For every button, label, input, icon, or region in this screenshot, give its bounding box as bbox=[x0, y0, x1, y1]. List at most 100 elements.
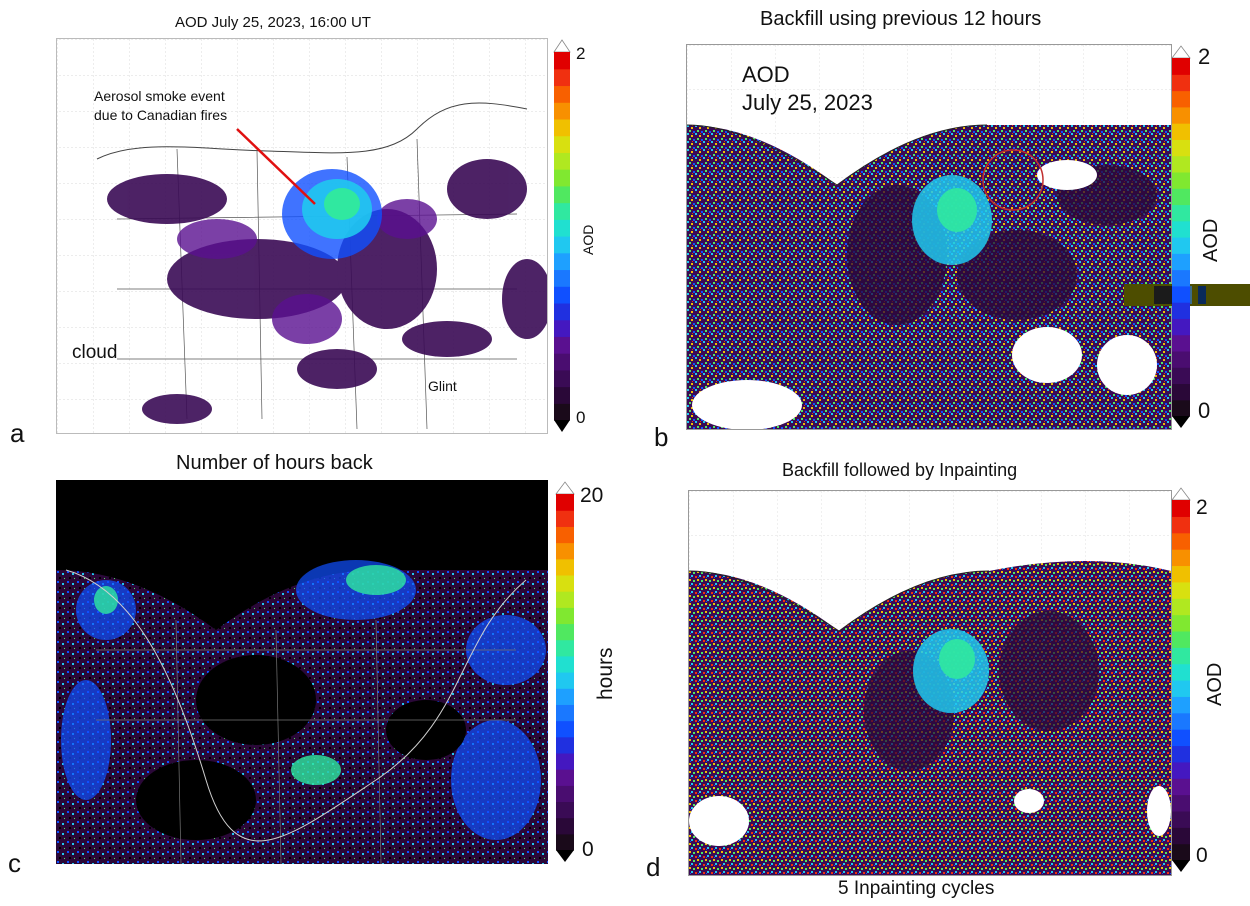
colorbar-step bbox=[556, 607, 574, 625]
colorbar-step bbox=[556, 785, 574, 803]
panel-c-colorbar-max: 20 bbox=[580, 484, 604, 507]
panel-b-colorbar-label: AOD bbox=[1200, 218, 1222, 262]
panel-b-map-graphic bbox=[687, 45, 1171, 429]
colorbar-step bbox=[1172, 745, 1190, 763]
colorbar-step bbox=[1172, 843, 1190, 861]
colorbar-step bbox=[554, 185, 570, 204]
panel-d-colorbar-label: AOD bbox=[1204, 662, 1226, 706]
colorbar-step bbox=[1172, 58, 1190, 75]
colorbar-step bbox=[1172, 334, 1190, 352]
colorbar-step bbox=[556, 510, 574, 527]
colorbar-step bbox=[1172, 647, 1190, 665]
panel-a-cloud-label: cloud bbox=[72, 342, 118, 363]
panel-c-letter: c bbox=[8, 848, 21, 878]
colorbar-step bbox=[554, 286, 570, 304]
colorbar-step bbox=[556, 591, 574, 608]
colorbar-step bbox=[1172, 581, 1190, 599]
colorbar-bottom-arrow bbox=[556, 850, 574, 862]
colorbar-step bbox=[554, 135, 570, 153]
colorbar-step bbox=[556, 542, 574, 560]
colorbar-step bbox=[556, 704, 574, 722]
colorbar-step bbox=[1172, 598, 1190, 616]
panel-a-colorbar-max: 2 bbox=[576, 44, 586, 63]
colorbar-step bbox=[1172, 171, 1190, 189]
colorbar-step bbox=[1172, 516, 1190, 534]
panel-b-colorbar-graphic bbox=[1171, 45, 1191, 428]
colorbar-step bbox=[1172, 318, 1190, 336]
colorbar-step bbox=[556, 494, 574, 511]
colorbar-step bbox=[1172, 761, 1190, 779]
colorbar-step bbox=[554, 369, 570, 388]
colorbar-step bbox=[1172, 188, 1190, 206]
colorbar-step bbox=[1172, 123, 1190, 140]
colorbar-step bbox=[1172, 350, 1190, 368]
panel-c-colorbar bbox=[555, 481, 575, 862]
panel-d-map-graphic bbox=[689, 491, 1171, 875]
panel-c-map bbox=[56, 480, 548, 864]
colorbar-step bbox=[554, 68, 570, 87]
panel-a-map-graphic bbox=[57, 39, 547, 433]
colorbar-step bbox=[1172, 253, 1190, 271]
colorbar-step bbox=[554, 202, 570, 220]
colorbar-step bbox=[1172, 532, 1190, 550]
colorbar-step bbox=[556, 526, 574, 544]
colorbar-step bbox=[1172, 729, 1190, 747]
colorbar-step bbox=[1172, 500, 1190, 517]
colorbar-step bbox=[1172, 399, 1190, 417]
colorbar-step bbox=[556, 558, 574, 576]
colorbar-step bbox=[556, 688, 574, 705]
colorbar-top-arrow bbox=[1171, 487, 1191, 501]
colorbar-step bbox=[556, 574, 574, 592]
colorbar-step bbox=[1172, 269, 1190, 287]
colorbar-step bbox=[554, 252, 570, 271]
colorbar-step bbox=[1172, 220, 1190, 238]
panel-d-colorbar-max: 2 bbox=[1196, 496, 1208, 519]
panel-d-colorbar bbox=[1171, 487, 1191, 872]
panel-d-map bbox=[688, 490, 1172, 876]
colorbar-step bbox=[554, 386, 570, 404]
colorbar-step bbox=[1172, 367, 1190, 385]
colorbar-step bbox=[1172, 139, 1190, 157]
colorbar-bottom-arrow bbox=[1172, 860, 1190, 872]
colorbar-step bbox=[556, 623, 574, 641]
panel-b-letter: b bbox=[654, 422, 669, 452]
panel-a-colorbar-graphic bbox=[553, 39, 571, 432]
colorbar-step bbox=[1172, 565, 1190, 583]
colorbar-step bbox=[1172, 106, 1190, 124]
colorbar-step bbox=[1172, 680, 1190, 697]
panel-c-colorbar-graphic bbox=[555, 481, 575, 862]
panel-b-inset-line1: AOD bbox=[742, 62, 790, 87]
panel-c-colorbar-min: 0 bbox=[582, 838, 594, 861]
panel-a-annotation-line2: due to Canadian fires bbox=[94, 107, 228, 123]
colorbar-step bbox=[1172, 204, 1190, 222]
panel-d-colorbar-graphic bbox=[1171, 487, 1191, 872]
panel-a-title: AOD July 25, 2023, 16:00 UT bbox=[175, 14, 371, 31]
colorbar-bottom-arrow bbox=[1172, 416, 1190, 428]
panel-b-title: Backfill using previous 12 hours bbox=[760, 8, 1042, 30]
colorbar-top-arrow bbox=[555, 481, 575, 495]
colorbar-step bbox=[1172, 155, 1190, 173]
panel-b-map bbox=[686, 44, 1172, 430]
colorbar-step bbox=[556, 752, 574, 770]
panel-a-colorbar-label: AOD bbox=[580, 224, 596, 255]
panel-d-letter: d bbox=[646, 852, 661, 882]
colorbar-step bbox=[554, 269, 570, 287]
colorbar-step bbox=[1172, 383, 1190, 401]
colorbar-step bbox=[554, 152, 570, 170]
colorbar-step bbox=[556, 736, 574, 754]
colorbar-step bbox=[556, 639, 574, 657]
colorbar-step bbox=[556, 817, 574, 835]
colorbar-step bbox=[1172, 810, 1190, 828]
panel-c-colorbar-label: hours bbox=[594, 647, 617, 700]
panel-a-map bbox=[56, 38, 548, 434]
colorbar-step bbox=[556, 655, 574, 673]
colorbar-top-arrow bbox=[553, 39, 571, 53]
colorbar-step bbox=[1172, 302, 1190, 319]
colorbar-step bbox=[554, 118, 570, 137]
panel-b-inset-line2: July 25, 2023 bbox=[742, 90, 873, 115]
colorbar-step bbox=[556, 720, 574, 738]
panel-a-colorbar-min: 0 bbox=[576, 408, 586, 427]
colorbar-step bbox=[556, 833, 574, 851]
panel-a-annotation-line1: Aerosol smoke event bbox=[94, 88, 225, 104]
colorbar-step bbox=[554, 302, 570, 321]
